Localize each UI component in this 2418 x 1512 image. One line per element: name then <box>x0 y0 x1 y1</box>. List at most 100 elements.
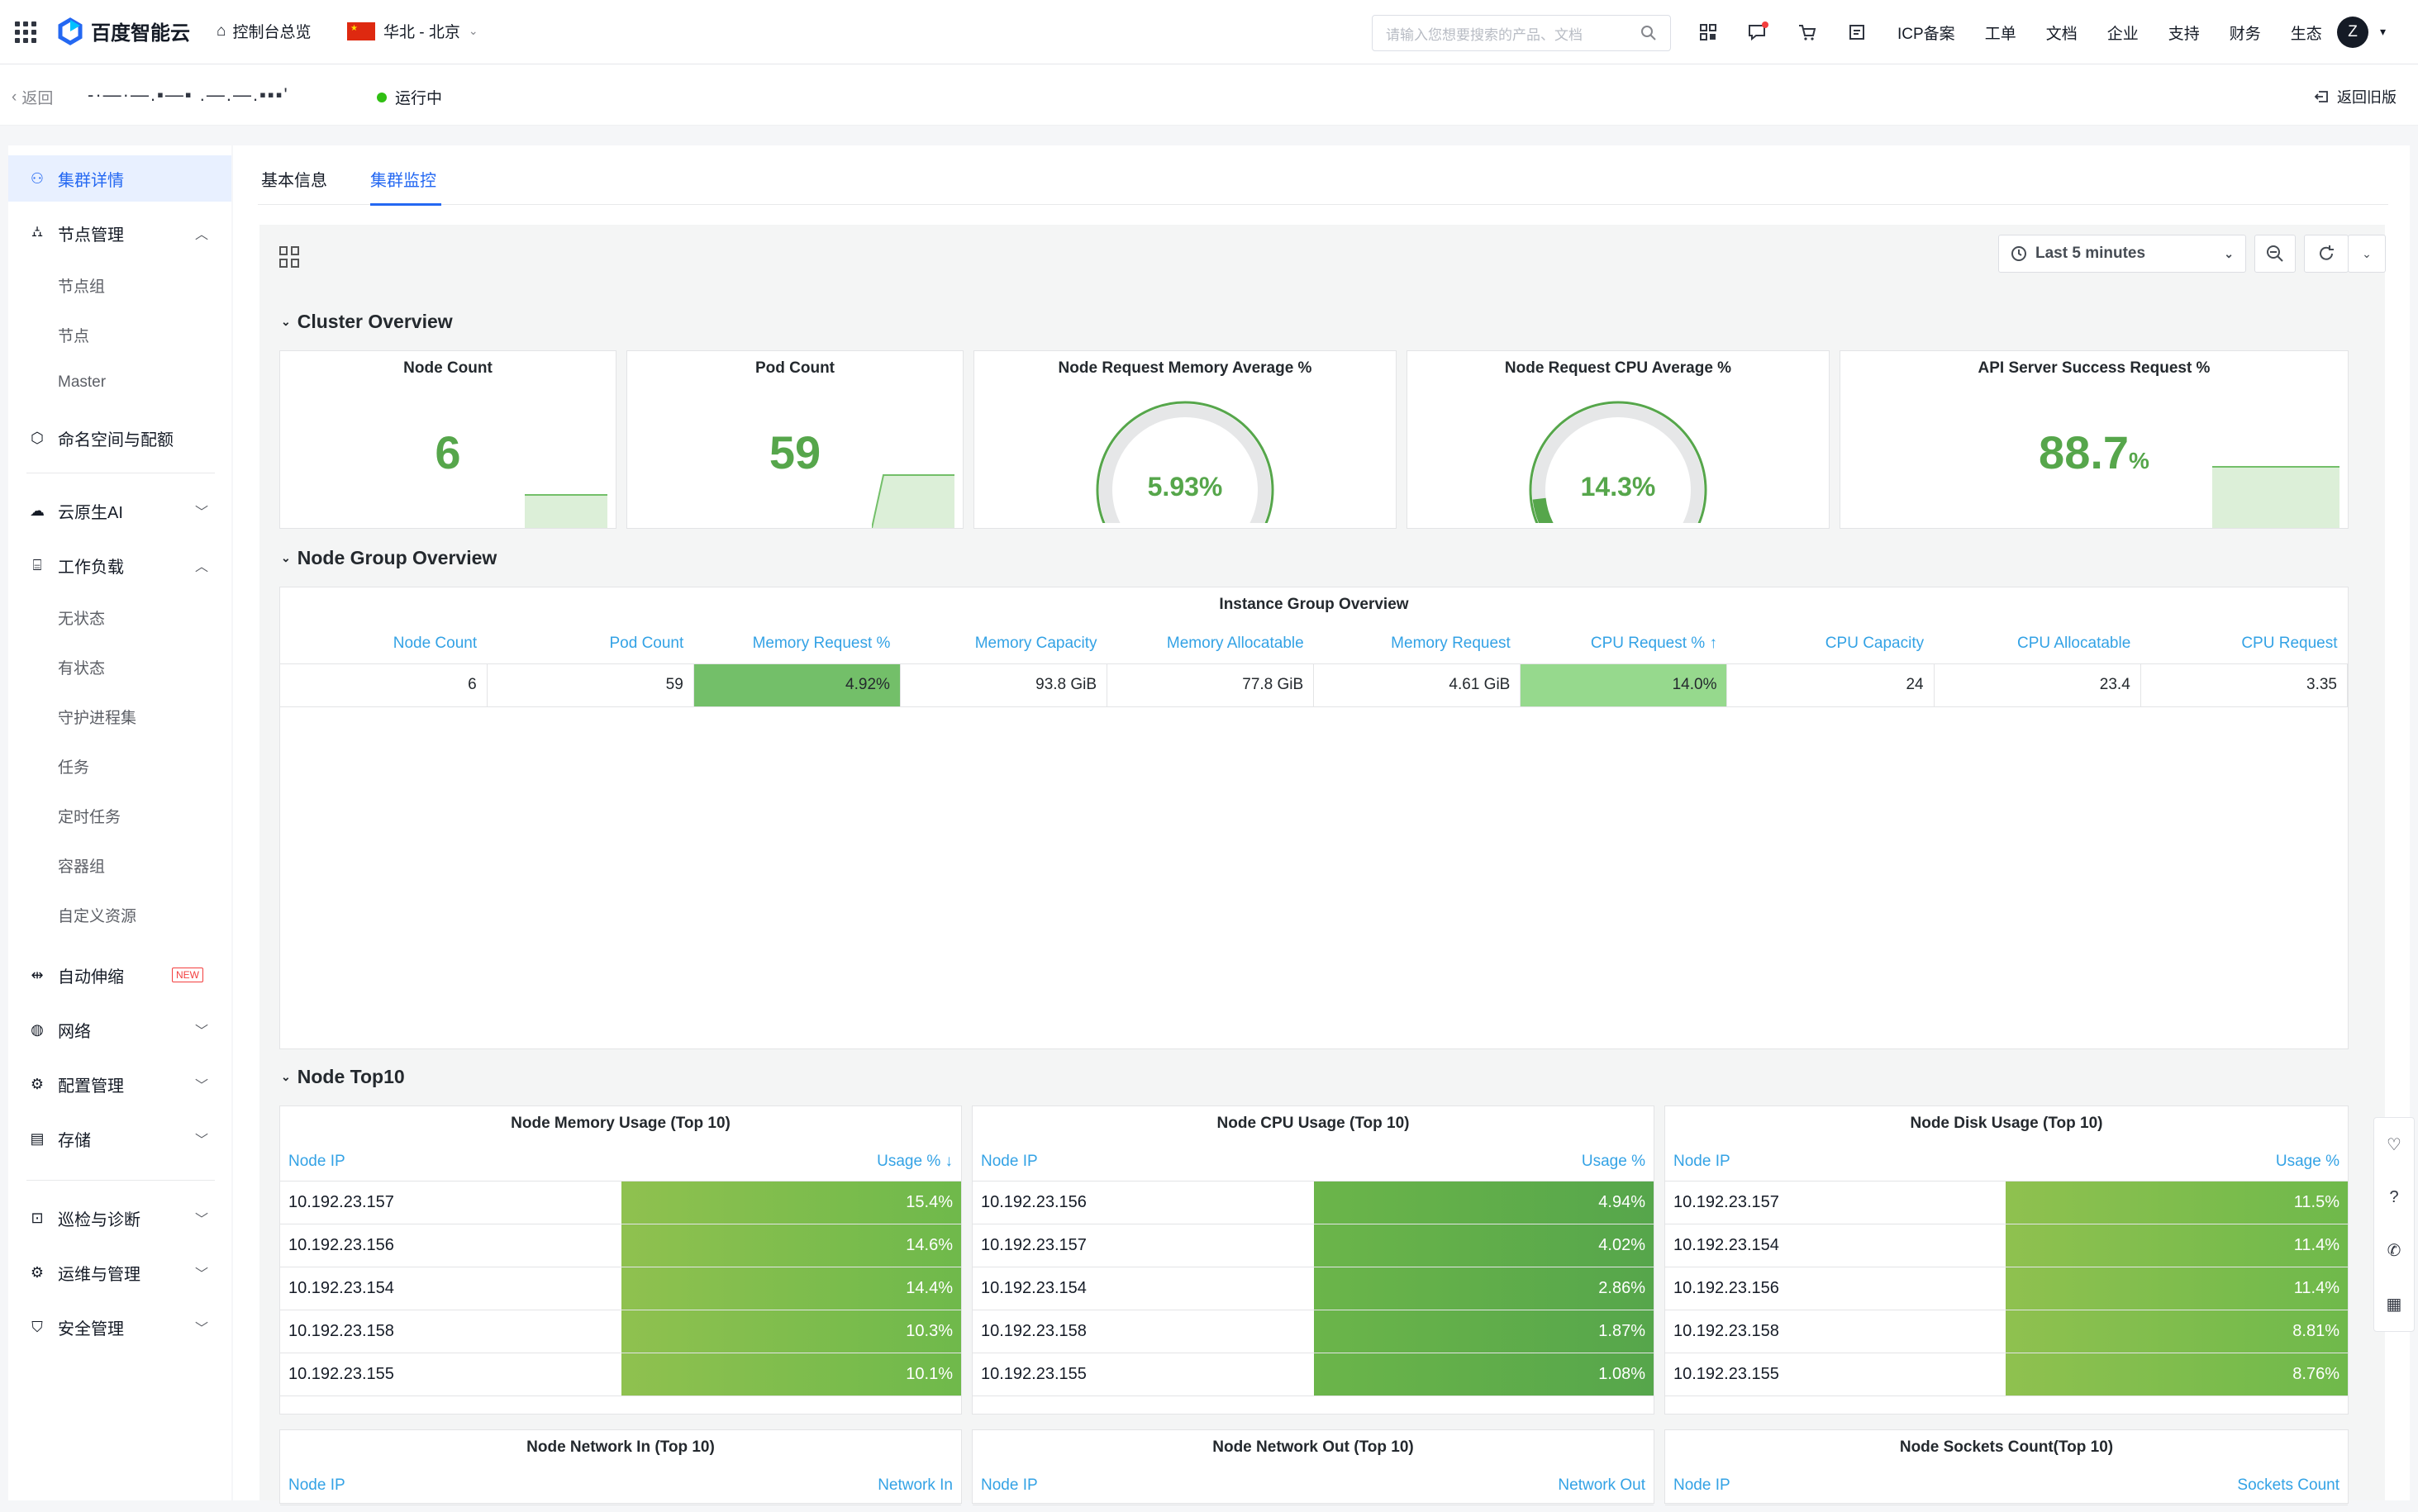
cart-icon[interactable] <box>1795 20 1820 45</box>
col-node-ip[interactable]: Node IP <box>1665 1467 1926 1505</box>
sidebar-label: 节点管理 <box>58 226 124 245</box>
link-enterprise[interactable]: 企业 <box>2106 26 2139 43</box>
sidebar-item-autoscale[interactable]: ⇹ 自动伸缩 NEW <box>8 952 231 998</box>
link-finance[interactable]: 财务 <box>2229 26 2261 43</box>
user-avatar[interactable]: Z <box>2337 17 2368 48</box>
col-network-out[interactable]: Network Out <box>1254 1467 1654 1505</box>
col-sockets-count[interactable]: Sockets Count <box>1925 1467 2348 1505</box>
brand-logo[interactable]: 百度智能云 <box>56 17 190 45</box>
back-button[interactable]: ‹ 返回 <box>12 86 53 108</box>
time-range-picker[interactable]: Last 5 minutes ⌄ <box>1998 235 2246 273</box>
link-ecosystem[interactable]: 生态 <box>2290 26 2322 43</box>
china-flag-icon <box>347 21 375 40</box>
sidebar-item-config[interactable]: ⚙ 配置管理 ﹀ <box>8 1061 231 1107</box>
col-node-ip[interactable]: Node IP <box>973 1467 1254 1505</box>
node-ip: 10.192.23.157 <box>280 1181 621 1224</box>
col-cpu-request[interactable]: CPU Request <box>2140 624 2348 664</box>
global-search-input[interactable]: 请输入您想要搜索的产品、文档 <box>1372 15 1671 51</box>
back-label: 返回 <box>21 90 54 107</box>
link-icp[interactable]: ICP备案 <box>1897 26 1955 43</box>
refresh-icon <box>2320 245 2334 260</box>
user-menu-caret-icon[interactable]: ▾ <box>2380 25 2387 38</box>
col-usage[interactable]: Usage % <box>1314 1143 1654 1182</box>
feedback-icon[interactable]: ♡ <box>2387 1136 2401 1154</box>
sidebar-item-storage[interactable]: ▤ 存储 ﹀ <box>8 1115 231 1162</box>
billing-icon[interactable] <box>1844 20 1869 45</box>
api-success-unit: % <box>2129 448 2149 473</box>
sidebar-subitem-job[interactable]: 任务 <box>58 759 90 777</box>
table-row: 10.192.23.158 8.81% <box>1665 1310 2348 1353</box>
sidebar-subitem-node-group[interactable]: 节点组 <box>58 278 106 296</box>
sidebar-subitem-cronjob[interactable]: 定时任务 <box>58 809 121 826</box>
node-count-sparkline <box>525 494 607 528</box>
sidebar-item-network[interactable]: ◍ 网络 ﹀ <box>8 1006 231 1053</box>
return-old-version-button[interactable]: 返回旧版 <box>2314 86 2397 107</box>
sidebar-subitem-daemonset[interactable]: 守护进程集 <box>58 710 137 727</box>
col-pod-count[interactable]: Pod Count <box>487 624 694 664</box>
sidebar-item-security[interactable]: ⛉ 安全管理 ﹀ <box>8 1304 231 1350</box>
refresh-button[interactable] <box>2304 235 2349 273</box>
panel-node-network-in: Node Network In (Top 10) Node IP Network … <box>279 1429 962 1505</box>
sidebar-item-inspection[interactable]: ⊡ 巡检与诊断 ﹀ <box>8 1195 231 1241</box>
link-docs[interactable]: 文档 <box>2045 26 2078 43</box>
sidebar-item-cloud-ai[interactable]: ☁ 云原生AI ﹀ <box>8 487 231 534</box>
section-node-top10[interactable]: ⌄ Node Top10 <box>281 1066 405 1088</box>
usage-value: 4.94% <box>1314 1181 1654 1224</box>
node-ip: 10.192.23.156 <box>280 1224 621 1267</box>
sidebar-subitem-stateless[interactable]: 无状态 <box>58 611 106 628</box>
sidebar-subitem-master[interactable]: Master <box>58 373 107 391</box>
sidebar-subitem-node[interactable]: 节点 <box>58 328 90 345</box>
tab-cluster-monitor[interactable]: 集群监控 <box>370 172 436 190</box>
sidebar-subitem-pod[interactable]: 容器组 <box>58 858 106 876</box>
apps-grid-icon[interactable] <box>12 18 40 46</box>
col-usage[interactable]: Usage % <box>2006 1143 2348 1182</box>
col-memory-request[interactable]: Memory Request <box>1313 624 1521 664</box>
console-overview-link[interactable]: ⌂ 控制台总览 <box>217 20 312 42</box>
qrcode-icon[interactable] <box>1696 20 1721 45</box>
col-memory-request-pct[interactable]: Memory Request % <box>693 624 901 664</box>
tab-basic-info[interactable]: 基本信息 <box>261 172 327 190</box>
col-memory-allocatable[interactable]: Memory Allocatable <box>1107 624 1314 664</box>
col-node-ip[interactable]: Node IP <box>280 1143 621 1182</box>
table-row: 10.192.23.157 11.5% <box>1665 1181 2348 1224</box>
cpu-request-value: 14.3% <box>1580 472 1656 502</box>
section-node-group-overview[interactable]: ⌄ Node Group Overview <box>281 547 497 569</box>
sidebar-label: 安全管理 <box>58 1319 124 1338</box>
apps-icon[interactable]: ▦ <box>2386 1296 2402 1314</box>
sidebar-label: 运维与管理 <box>58 1265 140 1284</box>
message-icon[interactable] <box>1745 20 1770 45</box>
sidebar-subitem-stateful[interactable]: 有状态 <box>58 660 106 678</box>
phone-icon[interactable]: ✆ <box>2387 1242 2401 1260</box>
zoom-out-button[interactable] <box>2254 235 2296 273</box>
pod-count-value: 59 <box>769 426 821 478</box>
col-cpu-allocatable[interactable]: CPU Allocatable <box>1934 624 2141 664</box>
region-selector[interactable]: 华北 - 北京 ⌄ <box>347 20 478 42</box>
link-support[interactable]: 支持 <box>2168 26 2200 43</box>
col-usage[interactable]: Usage % ↓ <box>621 1143 961 1182</box>
sidebar-item-namespace[interactable]: ⬡ 命名空间与配额 <box>8 415 231 461</box>
col-cpu-request-pct[interactable]: CPU Request % ↑ <box>1520 624 1727 664</box>
panel-title: Node Disk Usage (Top 10) <box>1910 1115 2103 1132</box>
refresh-interval-dropdown[interactable]: ⌄ <box>2348 235 2386 273</box>
sidebar-item-workload[interactable]: ⌸ 工作负载 ︿ <box>8 542 231 588</box>
sidebar-item-ops[interactable]: ⚙ 运维与管理 ﹀ <box>8 1249 231 1296</box>
col-network-in[interactable]: Network In <box>583 1467 961 1505</box>
chevron-down-icon: ⌄ <box>2224 246 2234 260</box>
search-placeholder: 请输入您想要搜索的产品、文档 <box>1386 26 1583 43</box>
help-icon[interactable]: ? <box>2389 1188 2399 1206</box>
col-cpu-capacity[interactable]: CPU Capacity <box>1726 624 1935 664</box>
col-memory-capacity[interactable]: Memory Capacity <box>900 624 1107 664</box>
col-node-count[interactable]: Node Count <box>280 624 488 664</box>
col-node-ip[interactable]: Node IP <box>1665 1143 2006 1182</box>
sidebar-label: 存储 <box>58 1131 91 1150</box>
cell: 23.4 <box>1934 663 2141 707</box>
sidebar-item-cluster-detail[interactable]: ⚇ 集群详情 <box>8 155 231 202</box>
section-cluster-overview[interactable]: ⌄ Cluster Overview <box>281 311 453 333</box>
sidebar-subitem-custom-resource[interactable]: 自定义资源 <box>58 908 137 925</box>
dashboard-grid-icon[interactable] <box>279 246 301 268</box>
col-node-ip[interactable]: Node IP <box>973 1143 1314 1182</box>
col-node-ip[interactable]: Node IP <box>280 1467 583 1505</box>
link-ticket[interactable]: 工单 <box>1984 26 2016 43</box>
cluster-icon: ⚇ <box>30 169 45 187</box>
sidebar-item-node-management[interactable]: ⛼ 节点管理 ︿ <box>8 210 231 256</box>
